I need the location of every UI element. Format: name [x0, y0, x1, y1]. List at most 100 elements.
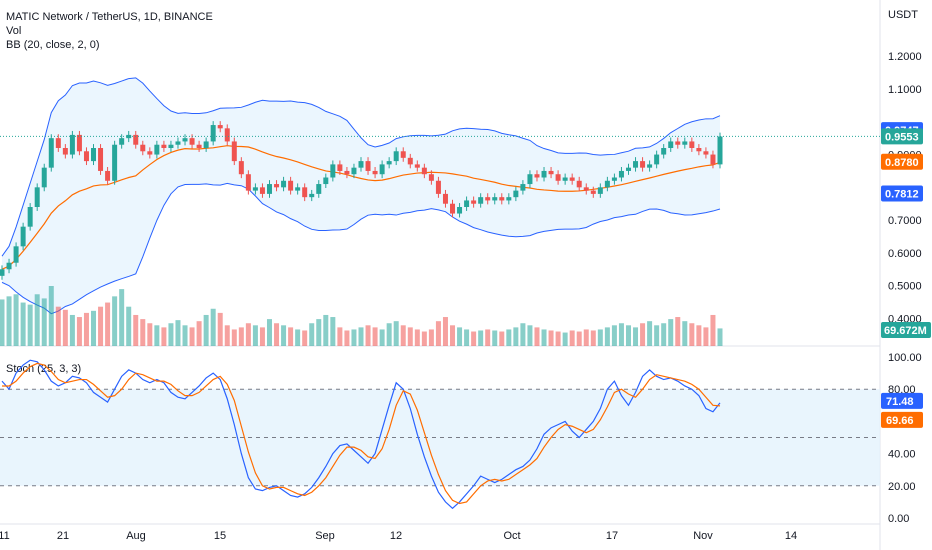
candle-body	[182, 138, 188, 142]
volume-bar	[555, 331, 561, 346]
candle-body	[69, 134, 75, 155]
volume-bar	[421, 331, 427, 346]
candle-body	[576, 180, 582, 188]
candle-body	[217, 125, 223, 129]
candle-body	[154, 144, 160, 155]
candle-body	[147, 151, 153, 155]
volume-bar	[668, 319, 674, 346]
candle-body	[611, 177, 617, 181]
volume-bar	[266, 319, 272, 346]
volume-bar	[62, 309, 68, 346]
volume-bar	[534, 327, 540, 346]
volume-bar	[379, 329, 385, 346]
candle-body	[647, 164, 653, 168]
stoch-tag-label: 71.48	[886, 396, 914, 408]
time-tick-label: 17	[606, 530, 618, 542]
candle-body	[471, 200, 477, 204]
volume-label: Vol	[6, 25, 22, 37]
candle-body	[281, 180, 287, 188]
volume-bar	[562, 332, 568, 346]
volume-bar	[485, 329, 491, 346]
volume-bar	[13, 294, 19, 346]
volume-bar	[682, 321, 688, 346]
candle-body	[520, 184, 526, 191]
candle-body	[597, 187, 603, 194]
candle-body	[259, 187, 265, 194]
volume-bar	[189, 327, 195, 346]
candle-body	[625, 167, 631, 171]
candle-body	[112, 144, 118, 181]
chart-legend: MATIC Network / TetherUS, 1D, BINANCE Vo…	[6, 10, 213, 52]
candle-body	[337, 164, 343, 171]
candle-body	[302, 187, 308, 198]
candle-body	[499, 197, 505, 201]
volume-bar	[196, 321, 202, 346]
candle-body	[675, 141, 681, 145]
candle-body	[492, 197, 498, 201]
price-tag	[881, 185, 923, 202]
candle-body	[421, 167, 427, 175]
volume-bar	[450, 325, 456, 346]
volume-bar	[203, 314, 209, 346]
volume-bar	[696, 325, 702, 346]
candle-body	[555, 174, 561, 181]
volume-bar	[597, 329, 603, 346]
candle-body	[245, 174, 251, 191]
candle-body	[189, 138, 195, 145]
volume-bar	[112, 296, 118, 346]
candle-body	[618, 170, 624, 178]
candle-body	[168, 144, 174, 148]
stoch-tick-label: 40.00	[888, 449, 916, 461]
price-tag-label: 0.9553	[885, 131, 919, 143]
candle-body	[231, 141, 237, 162]
volume-bar	[238, 327, 244, 346]
volume-bar	[675, 317, 681, 346]
candle-body	[386, 161, 392, 165]
candle-body	[316, 184, 322, 194]
volume-bar	[499, 331, 505, 346]
volume-bar	[48, 286, 54, 346]
volume-bar	[372, 327, 378, 346]
volume-bar	[393, 321, 399, 346]
stoch-tag	[881, 392, 923, 409]
volume-bar	[407, 327, 413, 346]
volume-bar	[569, 330, 575, 346]
price-tick-label: 0.6000	[888, 248, 922, 260]
candle-body	[105, 170, 111, 181]
candle-body	[266, 184, 272, 194]
volume-bar	[358, 327, 364, 346]
candle-body	[119, 138, 125, 145]
volume-bar	[161, 327, 167, 346]
stoch-tick-label: 0.00	[888, 513, 909, 525]
time-tick-label: Nov	[693, 530, 713, 542]
candle-body	[583, 187, 589, 191]
volume-bar	[442, 317, 448, 346]
candle-body	[20, 226, 26, 247]
candle-body	[351, 167, 357, 175]
bollinger-label: BB (20, close, 2, 0)	[6, 39, 100, 51]
volume-bar	[583, 329, 589, 346]
volume-bar	[309, 323, 315, 346]
volume-bar	[428, 329, 434, 346]
volume-bar	[91, 310, 97, 346]
candle-body	[703, 151, 709, 155]
candle-body	[682, 141, 688, 145]
volume-bar	[414, 329, 420, 346]
volume-bar	[689, 323, 695, 346]
volume-bar	[618, 323, 624, 346]
candle-body	[590, 190, 596, 194]
volume-bar	[0, 299, 5, 346]
volume-bar	[231, 329, 237, 346]
price-tick-label: 1.1000	[888, 84, 922, 96]
candle-body	[604, 180, 610, 188]
candle-body	[710, 154, 716, 165]
volume-bar	[351, 329, 357, 346]
time-tick-label: 12	[390, 530, 402, 542]
candle-body	[344, 170, 350, 175]
time-tick-label: Sep	[315, 530, 335, 542]
volume-tag	[881, 322, 931, 338]
candle-body	[661, 148, 667, 155]
candle-body	[506, 197, 512, 201]
volume-bar	[27, 304, 33, 346]
